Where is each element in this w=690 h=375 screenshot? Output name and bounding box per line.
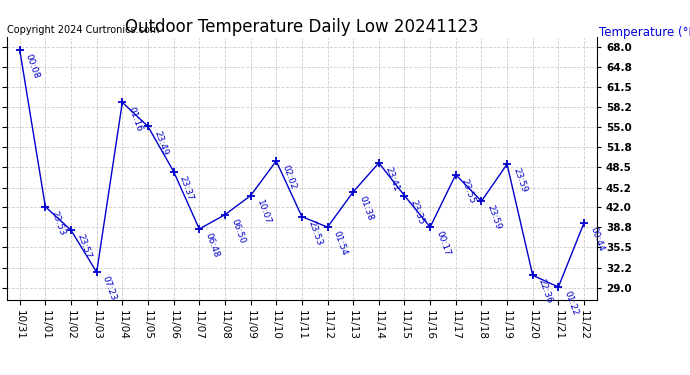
Text: 23:59: 23:59 [486, 204, 503, 231]
Text: 01:54: 01:54 [332, 230, 349, 257]
Text: 23:55: 23:55 [460, 177, 477, 205]
Text: 06:50: 06:50 [229, 217, 246, 245]
Text: 22:36: 22:36 [537, 278, 554, 305]
Text: 01:22: 01:22 [562, 290, 580, 317]
Text: Temperature (°F): Temperature (°F) [599, 26, 690, 39]
Text: 23:49: 23:49 [152, 129, 169, 156]
Text: 23:37: 23:37 [178, 174, 195, 202]
Text: 23:57: 23:57 [75, 233, 92, 260]
Text: 23:53: 23:53 [50, 210, 67, 237]
Text: 07:23: 07:23 [101, 275, 118, 302]
Text: 00:17: 00:17 [434, 230, 451, 257]
Text: 01:16: 01:16 [126, 105, 144, 132]
Text: 23:35: 23:35 [408, 198, 426, 226]
Text: 00:44: 00:44 [588, 226, 605, 253]
Text: 01:38: 01:38 [357, 195, 375, 222]
Text: 23:41: 23:41 [383, 166, 400, 193]
Text: Copyright 2024 Curtronics.com: Copyright 2024 Curtronics.com [7, 25, 159, 35]
Text: 23:53: 23:53 [306, 219, 324, 247]
Text: 06:48: 06:48 [204, 232, 221, 259]
Title: Outdoor Temperature Daily Low 20241123: Outdoor Temperature Daily Low 20241123 [125, 18, 479, 36]
Text: 00:08: 00:08 [24, 53, 41, 80]
Text: 10:07: 10:07 [255, 198, 272, 226]
Text: 02:02: 02:02 [280, 164, 297, 191]
Text: 23:59: 23:59 [511, 167, 529, 194]
